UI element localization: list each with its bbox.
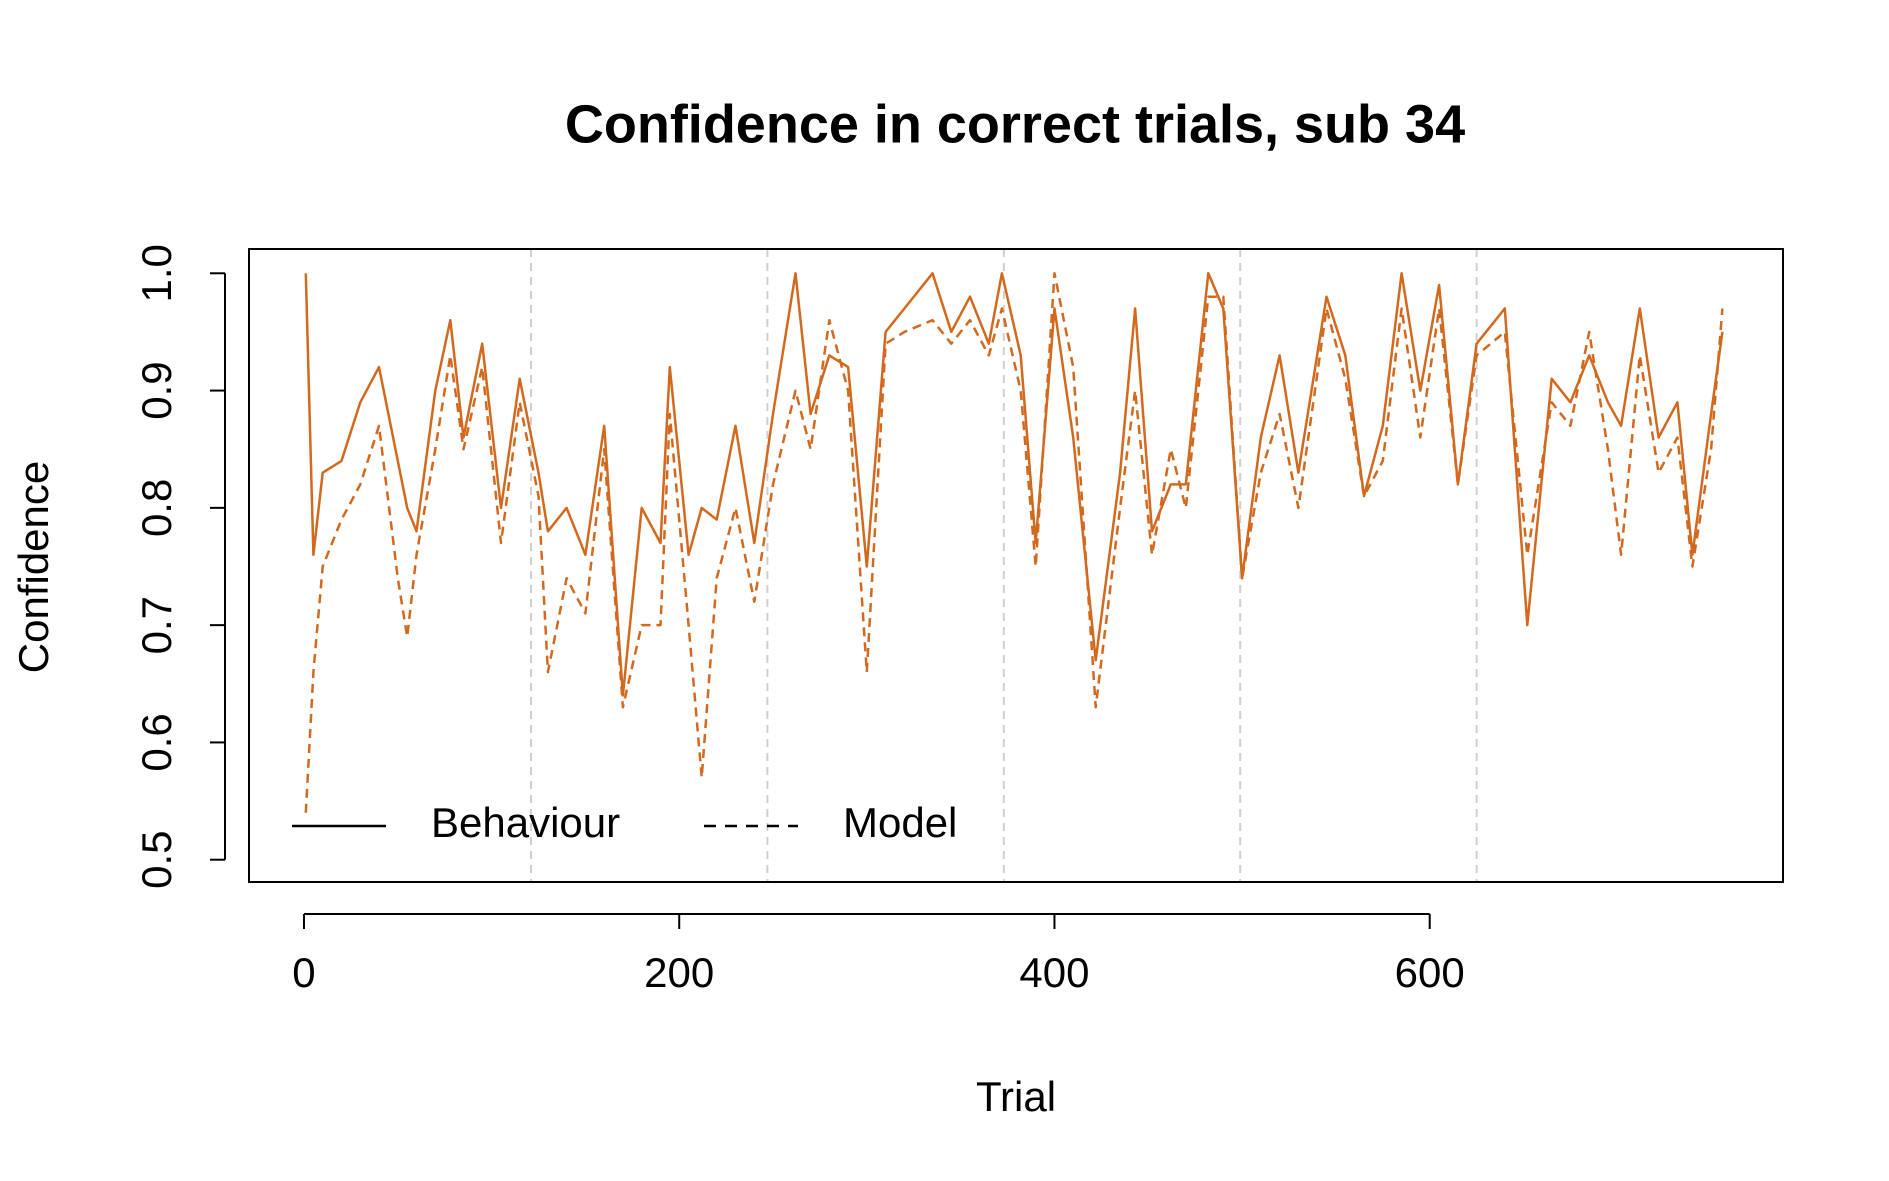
y-axis-label: Confidence bbox=[10, 461, 57, 673]
y-tick-label: 0.7 bbox=[133, 596, 180, 654]
x-axis-label: Trial bbox=[976, 1073, 1056, 1120]
plot-frame bbox=[248, 248, 1784, 883]
y-tick-label: 0.9 bbox=[133, 361, 180, 419]
x-tick-label: 600 bbox=[1395, 949, 1465, 996]
legend-label: Model bbox=[843, 799, 957, 846]
legend-label: Behaviour bbox=[431, 799, 620, 846]
x-tick-label: 0 bbox=[292, 949, 315, 996]
x-tick-label: 400 bbox=[1019, 949, 1089, 996]
y-tick-label: 1.0 bbox=[133, 244, 180, 302]
series-line bbox=[304, 272, 1724, 813]
x-tick-label: 200 bbox=[644, 949, 714, 996]
y-tick-label: 0.8 bbox=[133, 479, 180, 537]
series-line bbox=[304, 272, 1724, 697]
y-tick-label: 0.5 bbox=[133, 831, 180, 889]
chart-title: Confidence in correct trials, sub 34 bbox=[565, 94, 1465, 154]
y-tick-label: 0.6 bbox=[133, 713, 180, 771]
